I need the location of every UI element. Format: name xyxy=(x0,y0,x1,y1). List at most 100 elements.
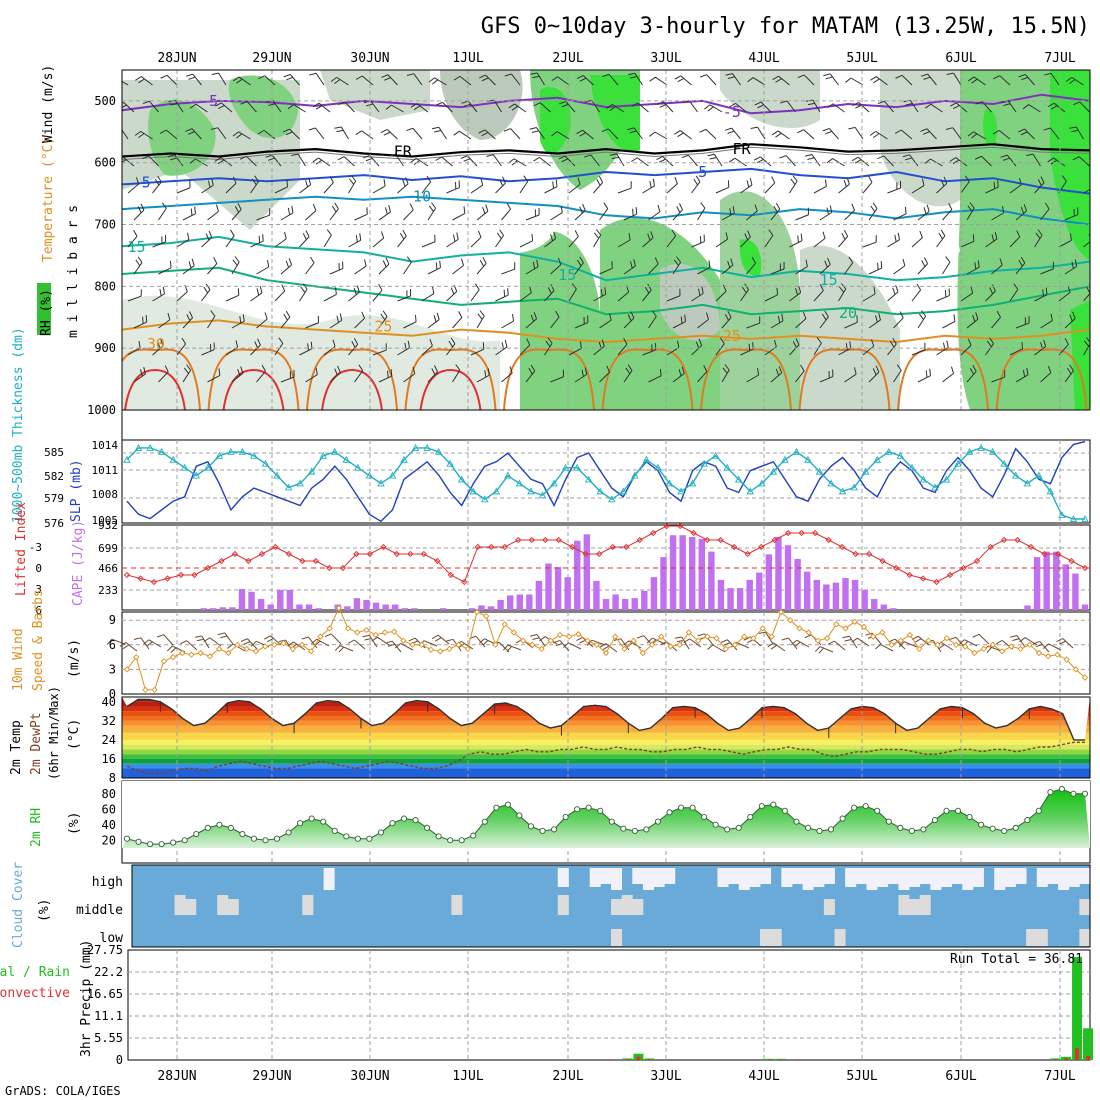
wind-barb-shaft xyxy=(764,235,774,248)
wind-barb-flag xyxy=(924,103,932,109)
cloud-high-cell xyxy=(1079,868,1091,884)
wind-barb-flag xyxy=(972,633,980,638)
wind-barb-flag xyxy=(210,127,218,130)
cape-bar xyxy=(257,599,265,610)
wind-barb-flag xyxy=(530,314,535,322)
thickness-point xyxy=(192,471,201,479)
wind-barb-shaft xyxy=(789,292,801,302)
wind-barb-flag xyxy=(530,364,536,372)
wind-barb-flag xyxy=(161,202,167,209)
thickness-point xyxy=(988,447,997,455)
thickness-point xyxy=(838,487,847,495)
isotherm-label: 25 xyxy=(374,318,392,336)
wind-barb-flag xyxy=(625,367,631,375)
wind-barb-flag xyxy=(986,340,992,348)
wind-barb-flag xyxy=(531,130,539,133)
wind-barb-flag xyxy=(154,178,160,186)
wind-barb-flag xyxy=(1016,230,1021,238)
wind-barb-flag xyxy=(533,312,538,319)
wind-barb-shaft xyxy=(868,319,881,329)
wind-barb-flag xyxy=(331,205,337,213)
wind-barb-flag xyxy=(603,202,609,209)
wind-barb-flag xyxy=(757,104,765,109)
wind-barb-shaft xyxy=(158,371,169,383)
wind-barb-flag xyxy=(952,104,960,110)
wind-barb-flag xyxy=(402,229,407,237)
wind-barb-flag xyxy=(463,103,471,107)
wind-barb-shaft xyxy=(599,208,609,221)
wind-barb-shaft xyxy=(148,639,162,648)
wind-barb-flag xyxy=(767,642,774,648)
slp-tick-label: 1008 xyxy=(92,488,119,501)
wind-barb-shaft xyxy=(991,264,1003,275)
cape-bar xyxy=(689,537,696,610)
wind-barb-flag xyxy=(843,230,849,237)
wind-barb-flag xyxy=(122,104,127,108)
wind-barb-shaft xyxy=(909,99,919,113)
rh-point xyxy=(123,835,131,842)
wind-barb-flag xyxy=(826,207,829,215)
wind-barb-shaft xyxy=(942,320,956,329)
wind-barb-flag xyxy=(652,178,655,186)
wind-barb-flag xyxy=(579,206,583,214)
date-label-bottom: 29JUN xyxy=(252,1069,291,1084)
isotherm-plus5 xyxy=(122,167,1090,195)
wind-barb-shaft xyxy=(470,348,484,356)
cape-bar xyxy=(353,598,361,610)
thickness-point xyxy=(885,447,893,455)
wind-barb-flag xyxy=(378,283,383,291)
isotherm-label: FR xyxy=(394,143,413,161)
cape-bar xyxy=(736,588,744,610)
cloud-high-cell xyxy=(1015,868,1027,884)
wind-barb-shaft xyxy=(413,73,423,86)
wind-barb-flag xyxy=(971,133,978,139)
cloud-high-cell xyxy=(877,868,889,887)
cloud-low-cell xyxy=(611,929,623,946)
footer-credit: GrADS: COLA/IGES xyxy=(5,1084,121,1098)
wind-barb-flag xyxy=(677,340,680,348)
temperature-tick-label: 32 xyxy=(102,714,116,728)
wind-barb-shaft xyxy=(238,76,251,86)
wind-barb-flag xyxy=(805,259,808,267)
wind-barb-shaft xyxy=(1034,346,1046,356)
wind-barb-shaft xyxy=(1039,641,1050,653)
cape-bar xyxy=(286,589,294,610)
wind-barb-flag xyxy=(1066,367,1072,375)
wind-barb-flag xyxy=(143,639,150,645)
wind-barb-flag xyxy=(1020,256,1026,264)
cape-bar xyxy=(621,599,629,610)
rh-point xyxy=(989,825,996,832)
wind-barb-flag xyxy=(991,234,995,242)
wind-barb-shaft xyxy=(813,290,824,302)
rh-point xyxy=(412,817,419,824)
wind-barb-flag xyxy=(994,232,998,240)
wind-speed-point xyxy=(427,646,435,653)
cloud-high-cell xyxy=(898,868,910,890)
wind-barb-shaft xyxy=(550,212,563,221)
wind-barb-flag xyxy=(138,133,145,139)
wind-barb-flag xyxy=(382,310,388,317)
wind-barb-flag xyxy=(649,180,652,188)
rh-point xyxy=(1070,790,1077,797)
wind-barb-flag xyxy=(453,130,460,136)
wind-barb-shaft xyxy=(344,101,355,113)
wind-barb-flag xyxy=(993,181,996,189)
wind-barb-flag xyxy=(385,104,392,110)
wind-barb-flag xyxy=(873,287,876,295)
cloud-high-cell xyxy=(632,868,644,884)
wind-barb-shaft xyxy=(519,344,531,356)
lifted-index-point xyxy=(123,571,131,579)
cape-bar xyxy=(497,599,504,610)
temperature-tick-label: 24 xyxy=(102,733,116,747)
wind-speed-point xyxy=(308,648,315,655)
wind-barb-shaft xyxy=(634,72,643,86)
lifted-index-point xyxy=(892,564,900,572)
cape-tick-label: 233 xyxy=(98,584,118,597)
cloud-high-cell xyxy=(919,868,931,884)
wind-barb-shaft xyxy=(305,262,315,275)
wind-barb-shaft xyxy=(844,321,858,329)
wind-barb-flag xyxy=(824,260,828,268)
wind-barb-flag xyxy=(576,637,583,641)
wind-barb-shaft xyxy=(492,154,502,167)
cloud-low-cell xyxy=(1036,929,1048,946)
